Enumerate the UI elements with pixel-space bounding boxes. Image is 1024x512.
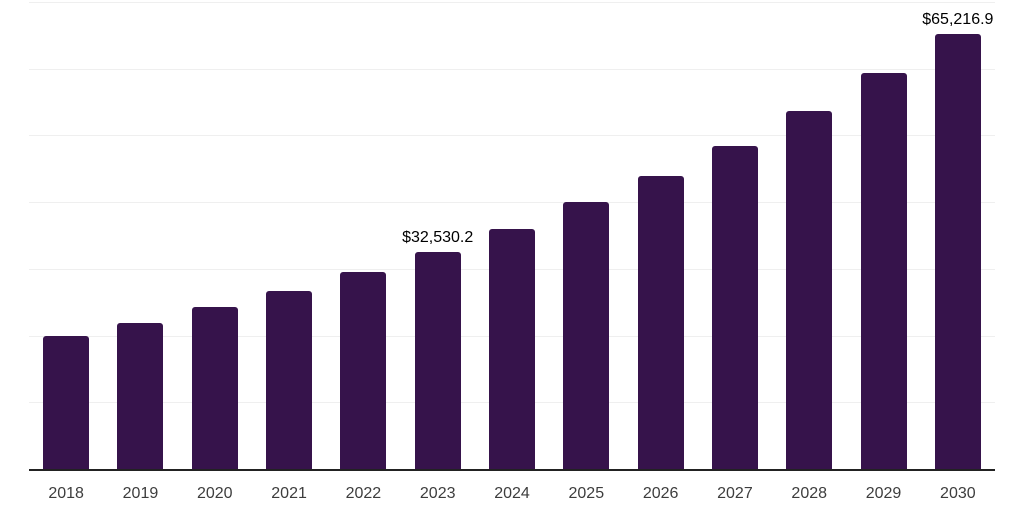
x-axis-label-2030: 2030 — [940, 485, 976, 502]
x-axis-label-2026: 2026 — [642, 485, 679, 502]
x-axis-label-2029: 2029 — [865, 485, 902, 502]
bar-2030[interactable] — [934, 34, 981, 469]
bar-2025[interactable] — [563, 202, 610, 469]
x-axis-label-2025: 2025 — [568, 485, 605, 502]
bar-value-label-2030: $65,216.9 — [922, 10, 994, 28]
x-axis-label-2024: 2024 — [494, 485, 530, 502]
bar-2022[interactable] — [340, 272, 387, 469]
x-axis-label-2023: 2023 — [419, 485, 456, 502]
bar-2028[interactable] — [786, 111, 833, 469]
bar-2024[interactable] — [489, 229, 535, 469]
bar-2029[interactable] — [860, 73, 907, 469]
x-axis-labels: 2018 2019 2020 2021 2022 2023 2024 2025 2026 2027… — [29, 484, 995, 504]
gridline — [29, 135, 995, 137]
x-axis-label-2027: 2027 — [717, 485, 753, 502]
bar-value-label-2023: $32,530.2 — [402, 228, 474, 246]
x-axis-label-2028: 2028 — [791, 485, 828, 502]
gridline — [29, 68, 995, 70]
bar-2023[interactable] — [414, 252, 461, 469]
gridline — [29, 202, 995, 204]
x-axis-label-2021: 2021 — [271, 485, 307, 502]
x-axis-label-2018: 2018 — [48, 485, 84, 502]
bar-2021[interactable] — [266, 291, 313, 469]
plot-area: $32,530.2 $65,216.9 — [29, 2, 995, 469]
x-axis-label-2022: 2022 — [345, 485, 382, 502]
bar-2027[interactable] — [711, 146, 758, 469]
bar-2020[interactable] — [191, 307, 238, 469]
gridline — [29, 2, 995, 3]
bar-2019[interactable] — [117, 323, 164, 469]
x-axis-label-2020: 2020 — [196, 485, 233, 502]
x-axis-line — [29, 469, 995, 471]
bar-2018[interactable] — [43, 336, 90, 469]
x-axis-label-2019: 2019 — [122, 485, 159, 502]
bar-2026[interactable] — [637, 176, 684, 469]
